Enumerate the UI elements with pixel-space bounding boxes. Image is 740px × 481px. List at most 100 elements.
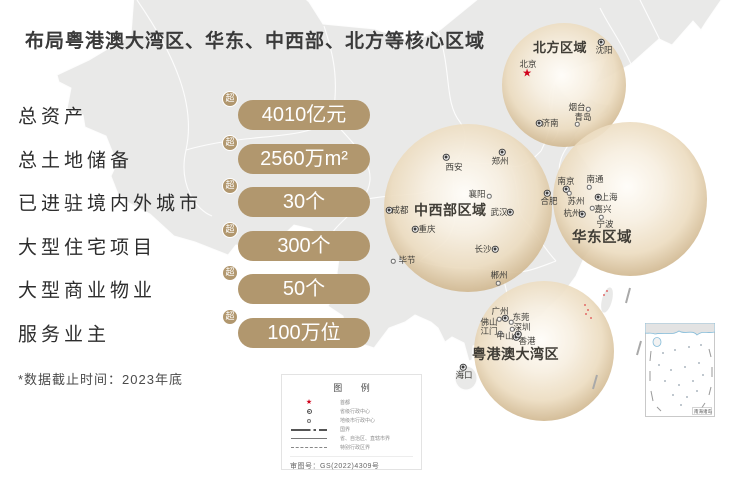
region-label-bay-area: 粤港澳大湾区 bbox=[472, 346, 559, 362]
stat-label: 服务业主 bbox=[18, 324, 111, 346]
map-approval-number: 审图号：GS(2022)4309号 bbox=[290, 456, 413, 471]
stat-row: 总土地储备 超 2560万m² bbox=[18, 134, 390, 174]
province-marker bbox=[501, 314, 509, 322]
province-marker bbox=[578, 210, 586, 218]
capital-star-icon: ★ bbox=[305, 399, 313, 406]
stat-value-pill: 2560万m² bbox=[238, 143, 370, 174]
map-legend: 图 例 ★ 首都省级行政中心 地级市行政中心 国界 省、自治区、直辖市界 特别行政区界 审… bbox=[281, 374, 422, 470]
stat-label: 大型住宅项目 bbox=[18, 237, 157, 259]
legend-item: 地级市行政中心 bbox=[290, 416, 413, 425]
province-marker bbox=[597, 38, 605, 46]
province-marker bbox=[543, 189, 551, 197]
region-circle-central-west bbox=[384, 124, 552, 292]
city-label: 沈阳 bbox=[595, 44, 613, 55]
legend-item: 国界 bbox=[290, 425, 413, 434]
stat-label: 总土地储备 bbox=[18, 150, 134, 172]
data-cutoff-footnote: *数据截止时间：2023年底 bbox=[18, 372, 183, 387]
city-marker bbox=[495, 280, 501, 286]
stat-label: 总资产 bbox=[18, 106, 88, 128]
stat-row: 总资产 超 4010亿元 bbox=[18, 91, 390, 130]
legend-item-label: 地级市行政中心 bbox=[340, 417, 376, 424]
stat-over-badge: 超 bbox=[222, 134, 238, 151]
province-boundary-icon bbox=[291, 438, 327, 439]
national-boundary-icon bbox=[291, 428, 327, 431]
city-label: 深圳 bbox=[513, 321, 531, 332]
page-title: 布局粤港澳大湾区、华东、中西部、北方等核心区域 bbox=[25, 31, 486, 52]
city-marker bbox=[566, 190, 572, 196]
province-marker-icon bbox=[306, 409, 312, 414]
region-circle-bay-area bbox=[474, 281, 614, 421]
legend-item-label: 特别行政区界 bbox=[340, 444, 371, 451]
city-label: 佛山 bbox=[480, 316, 498, 327]
city-label: 南通 bbox=[586, 173, 604, 184]
stat-over-badge: 超 bbox=[222, 309, 238, 325]
province-marker bbox=[411, 225, 419, 233]
city-marker-icon bbox=[307, 418, 311, 423]
province-marker bbox=[459, 363, 467, 371]
sar-boundary-icon bbox=[291, 447, 327, 448]
region-circles bbox=[384, 23, 707, 421]
legend-item: 特别行政区界 bbox=[290, 443, 413, 452]
city-label: 香港 bbox=[518, 335, 536, 346]
city-marker bbox=[497, 330, 503, 336]
south-china-sea-inset bbox=[645, 323, 715, 417]
city-label: 江门 bbox=[480, 325, 498, 336]
inset-label: 南海诸岛 bbox=[694, 409, 712, 414]
city-label: 襄阳 bbox=[468, 188, 486, 199]
legend-title: 图 例 bbox=[333, 383, 378, 393]
city-label: 中山 bbox=[496, 330, 514, 341]
stat-value-pill: 30个 bbox=[238, 187, 370, 218]
legend-item: 省、自治区、直辖市界 bbox=[290, 434, 413, 443]
city-marker bbox=[586, 184, 592, 190]
stat-value-pill: 4010亿元 bbox=[238, 100, 370, 130]
red-island-marks bbox=[584, 290, 608, 319]
legend-item: ★ 首都 bbox=[290, 398, 413, 407]
city-label: 东莞 bbox=[512, 311, 530, 322]
city-label: 重庆 bbox=[418, 223, 436, 234]
sea-boundary-dashes bbox=[592, 287, 642, 390]
city-label: 毕节 bbox=[398, 254, 416, 265]
inset-mainland-coast bbox=[645, 323, 715, 336]
region-circle-east bbox=[553, 122, 707, 276]
province-marker bbox=[498, 148, 506, 156]
province-marker bbox=[385, 206, 393, 214]
province-marker bbox=[491, 245, 499, 253]
city-marker bbox=[585, 106, 591, 112]
city-label: 长沙 bbox=[474, 243, 492, 254]
city-label: 青岛 bbox=[574, 111, 592, 122]
stat-row: 已进驻境内外城市 超 30个 bbox=[18, 178, 390, 218]
city-label: 宁波 bbox=[596, 218, 614, 229]
city-label: 北京 bbox=[519, 58, 537, 69]
stat-over-badge: 超 bbox=[222, 178, 238, 195]
city-label: 济南 bbox=[541, 117, 559, 128]
region-circle-north bbox=[502, 23, 626, 147]
legend-item: 省级行政中心 bbox=[290, 407, 413, 416]
province-marker bbox=[535, 119, 543, 127]
stat-value-pill: 300个 bbox=[238, 230, 370, 261]
legend-item-label: 首都 bbox=[340, 399, 351, 406]
city-label: 杭州 bbox=[563, 207, 581, 218]
province-marker bbox=[442, 153, 450, 161]
province-marker bbox=[514, 330, 522, 338]
city-marker bbox=[574, 121, 580, 127]
taiwan-island bbox=[601, 287, 613, 313]
inset-dash-line bbox=[649, 348, 713, 412]
city-label: 广州 bbox=[491, 305, 509, 316]
city-label: 南京 bbox=[557, 175, 575, 186]
inset-islands bbox=[658, 344, 704, 406]
city-marker bbox=[496, 316, 502, 322]
region-label-central-west: 中西部区域 bbox=[414, 202, 487, 218]
city-marker bbox=[589, 205, 595, 211]
city-marker bbox=[508, 319, 514, 325]
province-marker bbox=[506, 208, 514, 216]
city-label: 郴州 bbox=[490, 269, 508, 280]
legend-item-label: 省级行政中心 bbox=[340, 408, 371, 415]
stat-row: 大型住宅项目 超 300个 bbox=[18, 221, 390, 261]
city-marker bbox=[509, 326, 515, 332]
stat-over-badge: 超 bbox=[222, 265, 238, 282]
legend-rows: ★ 首都省级行政中心 地级市行政中心 国界 省、自治区、直辖市界 特别行政区界 bbox=[290, 398, 413, 452]
inset-hainan bbox=[652, 337, 662, 347]
stat-label: 大型商业物业 bbox=[18, 280, 157, 302]
city-label: 郑州 bbox=[491, 155, 509, 166]
